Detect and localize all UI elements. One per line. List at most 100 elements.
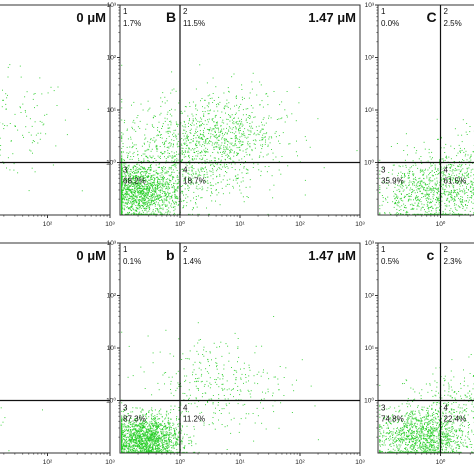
data-point [261,145,263,147]
data-point [167,212,169,214]
data-point [431,190,433,192]
data-point [121,151,123,152]
data-point [149,207,150,208]
data-point [253,116,255,118]
data-point [121,208,123,210]
data-point [221,132,223,134]
data-point [451,180,453,182]
data-point [195,137,197,139]
data-point [220,181,222,183]
data-point [424,213,426,215]
data-point [267,145,269,147]
data-point [154,204,156,205]
data-point [450,182,452,184]
data-point [135,200,137,202]
data-point [220,130,221,132]
data-point [223,107,225,109]
data-point [400,198,402,200]
data-point [153,180,155,181]
data-point [143,199,145,201]
data-point [168,178,170,180]
data-point [138,202,140,204]
data-point [472,192,474,194]
data-point [146,211,148,213]
data-point [224,108,225,110]
data-point [187,188,189,190]
data-point [425,198,427,200]
data-point [137,199,139,201]
data-point [467,201,469,203]
data-point [172,178,174,180]
data-point [190,128,192,130]
data-point [182,175,184,177]
data-point [130,200,132,202]
data-point [135,213,137,215]
data-point [437,198,439,200]
data-point [151,189,152,191]
data-point [129,189,131,191]
data-point [31,142,33,144]
data-point [167,192,169,194]
data-point [418,206,420,208]
data-point [163,201,165,203]
data-point [436,183,437,185]
data-point [162,177,164,179]
data-point [464,209,466,211]
data-point [129,189,131,191]
data-point [447,194,449,196]
data-point [461,141,463,143]
data-point [196,145,197,147]
data-point [138,208,140,210]
data-point [154,185,156,187]
data-point [219,146,221,148]
data-point [123,194,125,196]
data-point [122,182,123,184]
data-point [229,178,231,180]
data-point [233,121,235,123]
data-point [173,191,175,193]
data-point [154,205,156,207]
data-point [161,185,163,186]
data-point [213,100,215,101]
data-point [427,207,429,209]
data-point [398,200,400,202]
data-point [124,194,126,195]
data-point [231,114,233,116]
data-point [167,189,169,191]
data-point [153,200,155,202]
data-point [450,179,452,181]
data-point [146,191,148,193]
data-point [129,190,131,192]
data-point [153,193,155,195]
data-point [152,199,154,201]
data-point [137,184,139,186]
data-point [398,172,399,174]
data-point [470,154,472,156]
data-point [176,182,178,184]
data-point [128,193,130,195]
data-point [459,213,460,215]
data-point [454,200,456,202]
data-point [213,146,215,148]
data-point [226,140,228,142]
data-point [173,203,175,205]
data-point [138,187,140,188]
data-point [131,205,133,207]
data-point [156,195,158,196]
data-point [191,113,193,115]
data-point [211,191,212,193]
data-point [462,208,464,209]
data-point [158,131,160,132]
data-point [121,193,123,195]
data-point [146,175,148,177]
data-point [121,183,123,185]
data-point [164,195,166,197]
data-point [457,178,458,180]
data-point [166,209,168,211]
data-point [168,182,170,184]
data-point [195,187,197,189]
data-point [428,185,430,187]
x-tick-label: 10⁰ [175,220,185,228]
data-point [206,128,208,130]
data-point [420,193,422,195]
